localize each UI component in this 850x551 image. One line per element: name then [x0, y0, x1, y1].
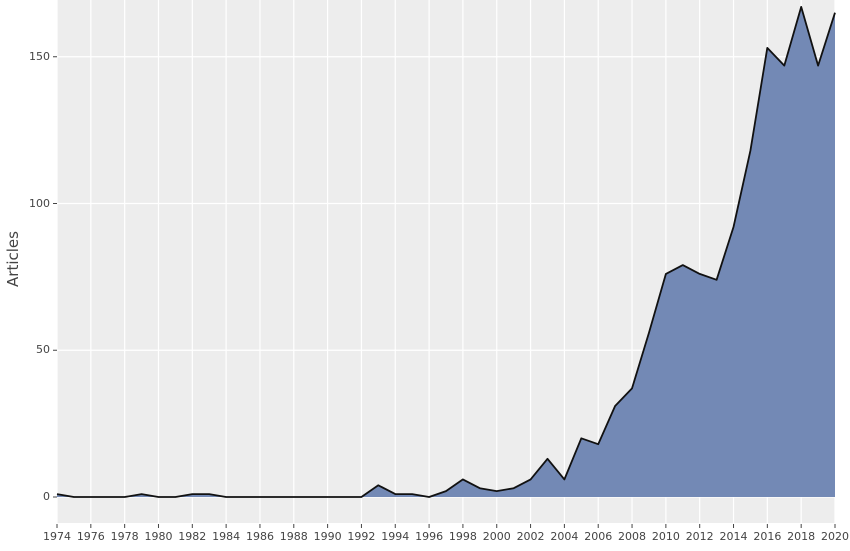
x-tick-label: 1984	[212, 530, 241, 543]
x-tick-label: 1978	[110, 530, 139, 543]
x-tick-label: 1982	[178, 530, 207, 543]
x-tick-label: 2012	[685, 530, 714, 543]
data-line	[56, 6, 836, 498]
x-tick-label: 1990	[313, 530, 342, 543]
x-tick-label: 2020	[821, 530, 849, 543]
x-tick-label: 1986	[245, 530, 274, 543]
x-tick-label: 1996	[415, 530, 444, 543]
x-tick-label: 1974	[43, 530, 71, 543]
y-tick-label: 50	[36, 343, 50, 357]
x-tick-label: 2000	[482, 530, 511, 543]
x-tick-label: 2016	[753, 530, 782, 543]
x-tick-label: 2018	[787, 530, 816, 543]
x-tick-label: 1988	[279, 530, 308, 543]
x-tick-label: 2002	[516, 530, 545, 543]
x-tick-label: 1998	[448, 530, 477, 543]
area-fill	[57, 6, 835, 498]
x-tick-label: 1994	[381, 530, 410, 543]
x-tick-label: 1976	[76, 530, 105, 543]
x-tick-label: 1980	[144, 530, 173, 543]
y-tick-label: 150	[29, 49, 50, 63]
y-axis-label: Articles	[4, 231, 22, 287]
x-tick-label: 2004	[550, 530, 579, 543]
axis-ticks	[53, 56, 836, 528]
x-tick-label: 2010	[651, 530, 680, 543]
y-tick-label: 0	[43, 490, 50, 503]
x-tick-label: 2006	[584, 530, 613, 543]
x-tick-label: 1992	[347, 530, 376, 543]
x-tick-label: 2014	[719, 530, 748, 543]
x-tick-label: 2008	[618, 530, 647, 543]
y-tick-label: 100	[29, 196, 50, 210]
